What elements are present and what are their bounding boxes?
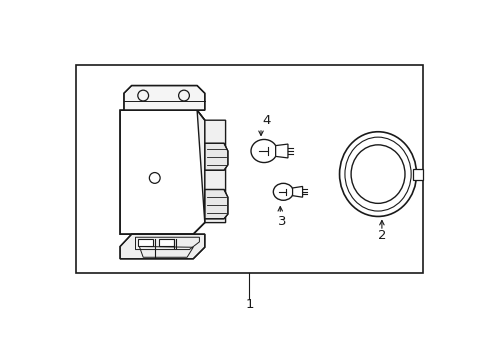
- Polygon shape: [204, 143, 227, 170]
- Polygon shape: [275, 144, 287, 158]
- Text: 4: 4: [262, 114, 270, 127]
- Polygon shape: [197, 110, 225, 222]
- Polygon shape: [138, 239, 153, 247]
- Polygon shape: [123, 86, 204, 110]
- Polygon shape: [158, 239, 174, 247]
- Text: 3: 3: [277, 215, 285, 228]
- Polygon shape: [120, 110, 204, 234]
- Text: 1: 1: [244, 298, 253, 311]
- Polygon shape: [413, 169, 422, 180]
- Polygon shape: [204, 189, 227, 219]
- Polygon shape: [292, 186, 302, 197]
- Bar: [76, 65, 422, 273]
- Text: 2: 2: [377, 229, 386, 242]
- Polygon shape: [120, 234, 204, 259]
